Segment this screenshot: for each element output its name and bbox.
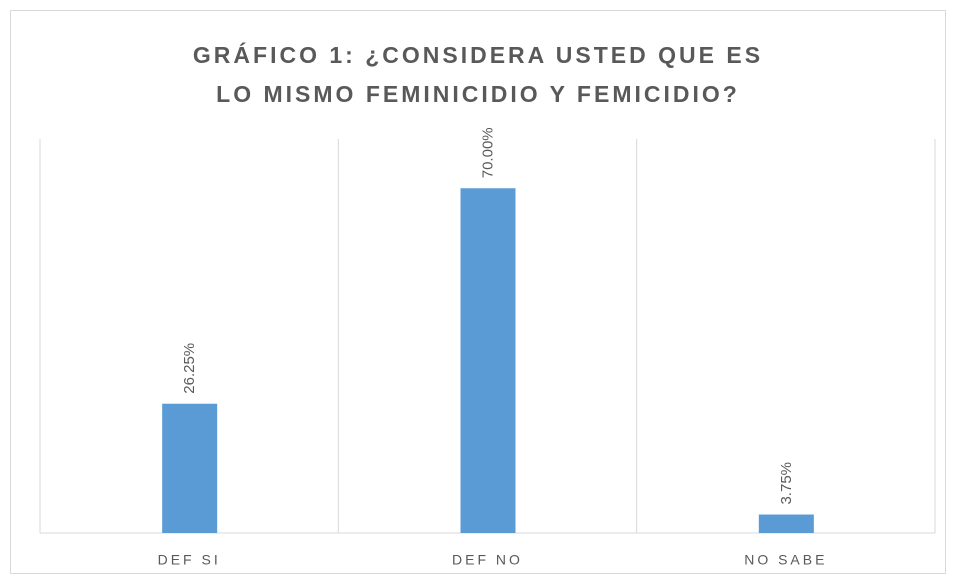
x-tick-label: NO SABE <box>744 552 827 568</box>
data-label: 26.25% <box>181 343 198 394</box>
bar <box>758 514 814 533</box>
x-tick-label: DEF NO <box>452 552 523 568</box>
x-tick-label: DEF SI <box>158 552 221 568</box>
data-label: 70.00% <box>479 127 496 178</box>
bar <box>162 403 218 533</box>
data-label: 3.75% <box>778 462 795 505</box>
chart-title: GRÁFICO 1: ¿CONSIDERA USTED QUE ES LO MI… <box>192 42 764 107</box>
bar <box>460 188 516 533</box>
